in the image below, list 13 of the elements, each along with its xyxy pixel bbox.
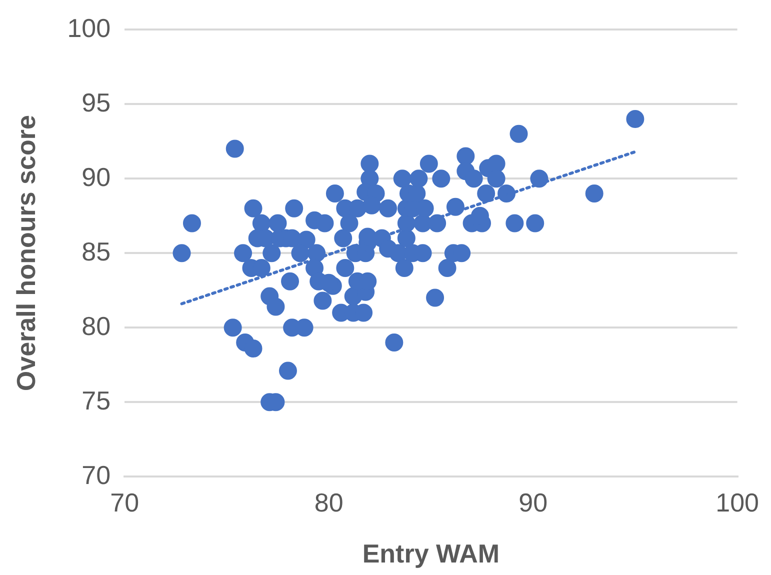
x-tick-label: 90 xyxy=(518,487,548,518)
x-tick-label: 70 xyxy=(110,487,140,518)
y-tick-label: 70 xyxy=(82,460,111,490)
y-axis-title: Overall honours score xyxy=(10,115,41,392)
x-tick-label: 80 xyxy=(314,487,344,518)
y-tick-label: 100 xyxy=(67,12,111,43)
y-tick-label: 85 xyxy=(82,236,111,266)
y-tick-label: 90 xyxy=(82,162,111,192)
x-axis-title: Entry WAM xyxy=(362,538,500,569)
y-tick-label: 80 xyxy=(82,310,111,341)
x-tick-label: 100 xyxy=(716,487,760,518)
y-tick-label: 75 xyxy=(82,385,111,416)
y-tick-label: 95 xyxy=(82,87,111,118)
